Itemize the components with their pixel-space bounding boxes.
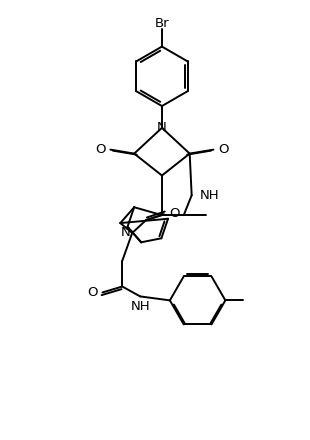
Text: O: O — [219, 143, 229, 156]
Text: NH: NH — [200, 189, 219, 202]
Text: O: O — [169, 207, 179, 220]
Text: O: O — [87, 286, 98, 299]
Text: NH: NH — [130, 301, 150, 313]
Text: Br: Br — [155, 17, 169, 30]
Text: N: N — [157, 121, 167, 134]
Text: N: N — [121, 227, 130, 239]
Text: O: O — [95, 143, 105, 156]
